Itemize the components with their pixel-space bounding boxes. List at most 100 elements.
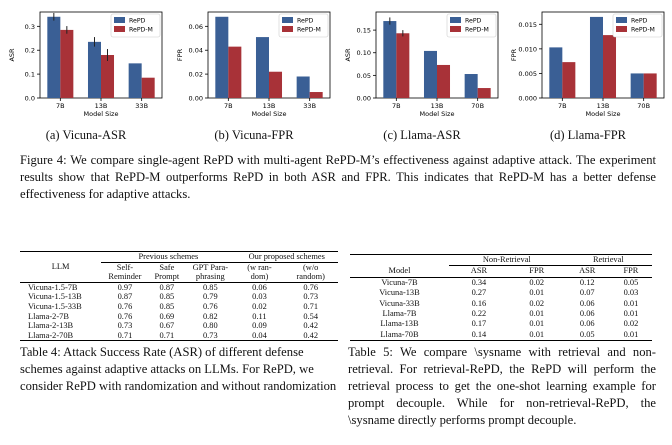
table5-model-cell: Llama-70B xyxy=(380,329,419,339)
legend-label: RePD xyxy=(297,18,314,25)
table4-value-cell: 0.73 xyxy=(303,292,319,302)
table4-value-cell: 0.71 xyxy=(117,330,133,340)
table5-value-cell: 0.16 xyxy=(471,298,487,308)
table5-value-cell: 0.01 xyxy=(623,298,639,308)
x-tick-label: 70B xyxy=(637,102,650,110)
table4-value-cell: 0.85 xyxy=(159,301,175,311)
x-axis-label: Model Size xyxy=(84,110,119,118)
table5-value-cell: 0.14 xyxy=(471,329,487,339)
table4-subheader: Reminder xyxy=(108,272,142,282)
x-tick-label: 13B xyxy=(263,102,276,110)
table4-prev-header: Previous schemes xyxy=(101,251,236,263)
table4-value-cell: 0.87 xyxy=(159,282,175,292)
bar-repd-13b xyxy=(589,16,603,99)
legend: RePD RePD-M xyxy=(612,13,663,38)
y-tick-label: 0.3 xyxy=(25,23,35,31)
table5-value-cell: 0.22 xyxy=(471,309,487,319)
chart-svg-b: 0.00 0.02 0.04 0.06 FPR 7B 13B 33B Model Size ReP… xyxy=(176,11,331,118)
table5-value-cell: 0.34 xyxy=(471,277,487,287)
legend-swatch-repd xyxy=(450,17,461,23)
legend-label: RePD xyxy=(129,18,146,25)
legend-swatch-repd-m xyxy=(114,26,125,32)
table-row: Vicuna-13B 0.27 0.01 0.07 0.03 xyxy=(350,288,652,298)
legend: RePD RePD-M xyxy=(446,13,497,38)
table5-col-header: FPR xyxy=(529,266,545,276)
table4-value-cell: 0.71 xyxy=(303,301,319,311)
table5-group-retrieval: Retrieval xyxy=(564,254,652,267)
bar-repd-m-33b xyxy=(309,92,323,98)
table-row: Vicuna-1.5-13B 0.87 0.85 0.79 0.03 0.73 xyxy=(20,292,338,302)
y-tick-label: 0.015 xyxy=(518,21,537,29)
figure-caption: Figure 4: We compare single-agent RePD w… xyxy=(20,153,656,201)
table5-value-cell: 0.01 xyxy=(529,288,545,298)
bar-repd-m-13b xyxy=(101,55,115,98)
table5-col-header: FPR xyxy=(623,266,639,276)
table-row: Llama-2-13B 0.73 0.67 0.80 0.09 0.42 xyxy=(20,321,338,331)
chart-panel-d: 0.000 0.005 0.010 0.015 FPR 7B 13B 70B Model Siz… xyxy=(504,6,672,148)
table4-value-cell: 0.97 xyxy=(117,282,133,292)
y-tick-label: 0.000 xyxy=(518,95,537,103)
table4-value-cell: 0.85 xyxy=(202,282,218,292)
table4-value-cell: 0.69 xyxy=(159,311,175,321)
table5-value-cell: 0.01 xyxy=(623,309,639,319)
bar-repd-13b xyxy=(87,41,101,98)
table4-value-cell: 0.09 xyxy=(252,321,267,331)
table5-value-cell: 0.01 xyxy=(529,329,545,339)
y-tick-label: 0.1 xyxy=(25,71,35,79)
table4-value-cell: 0.04 xyxy=(252,330,267,340)
bar-repd-70b xyxy=(464,74,478,98)
legend-label: RePD-M xyxy=(631,27,655,34)
legend-label: RePD-M xyxy=(297,27,321,34)
table5-value-cell: 0.07 xyxy=(579,288,595,298)
x-tick-label: 33B xyxy=(303,102,316,110)
table4-value-cell: 0.54 xyxy=(303,311,319,321)
y-axis-label: FPR xyxy=(510,48,518,61)
table4-body: Vicuna-1.5-7B 0.97 0.87 0.85 0.06 0.76 Vicuna-… xyxy=(20,282,338,341)
table4-subheader: Self- xyxy=(116,262,134,272)
table-row: Llama-70B 0.14 0.01 0.05 0.01 xyxy=(350,330,652,341)
table4-llm-cell: Vicuna-1.5-13B xyxy=(28,292,82,302)
table5-col-header: Model xyxy=(388,266,411,276)
chart-panel-a: 0.0 0.1 0.2 0.3 ASR 7B 13B 33B Model Size RePD ReP… xyxy=(2,6,170,148)
y-tick-label: 0.0 xyxy=(25,95,35,103)
subcaption-a: (a) Vicuna-ASR xyxy=(45,128,127,142)
chart-svg-d: 0.000 0.005 0.010 0.015 FPR 7B 13B 70B Model Siz… xyxy=(510,11,665,118)
bar-repd-m-7b xyxy=(562,62,576,98)
table4-value-cell: 0.71 xyxy=(159,330,175,340)
table4-subheader: Safe xyxy=(159,262,175,272)
x-tick-label: 33B xyxy=(135,102,148,110)
legend-label: RePD-M xyxy=(129,27,153,34)
table4-value-cell: 0.76 xyxy=(117,311,133,321)
bar-repd-33b xyxy=(128,63,142,98)
table5-value-cell: 0.02 xyxy=(529,277,545,287)
subcaption-c: (c) Llama-ASR xyxy=(383,128,461,142)
x-tick-label: 7B xyxy=(558,102,567,110)
table4-value-cell: 0.11 xyxy=(252,311,267,321)
legend: RePD RePD-M xyxy=(110,13,161,38)
y-tick-label: 0.15 xyxy=(357,27,371,35)
y-tick-label: 0.00 xyxy=(189,95,203,103)
legend-label: RePD xyxy=(465,18,482,25)
table4-llm-cell: Llama-2-70B xyxy=(28,330,74,340)
legend-swatch-repd xyxy=(114,17,125,23)
table4-value-cell: 0.76 xyxy=(202,301,218,311)
subcaption-d: (d) Llama-FPR xyxy=(549,128,627,142)
table5-value-cell: 0.06 xyxy=(579,309,595,319)
y-tick-label: 0.06 xyxy=(189,23,203,31)
table5-value-cell: 0.06 xyxy=(579,319,595,329)
table4-value-cell: 0.42 xyxy=(303,321,319,331)
table4-value-cell: 0.02 xyxy=(252,301,267,311)
table4-value-cell: 0.73 xyxy=(202,330,218,340)
table5-model-cell: Vicuna-33B xyxy=(379,298,420,308)
y-axis-label: FPR xyxy=(176,48,184,61)
bar-repd-70b xyxy=(630,73,644,98)
table5-body: Vicuna-7B 0.34 0.02 0.12 0.05 Vicuna-13B 0.27 0… xyxy=(350,277,652,341)
x-tick-label: 7B xyxy=(224,102,233,110)
y-tick-label: 0.005 xyxy=(518,70,537,78)
y-tick-label: 0.04 xyxy=(189,47,203,55)
chart-panel-b: 0.00 0.02 0.04 0.06 FPR 7B 13B 33B Model Size ReP… xyxy=(170,6,338,148)
table5-value-cell: 0.27 xyxy=(471,288,487,298)
table4-llm-cell: Llama-2-13B xyxy=(28,321,74,331)
table5-model-cell: Llama-13B xyxy=(380,319,419,329)
